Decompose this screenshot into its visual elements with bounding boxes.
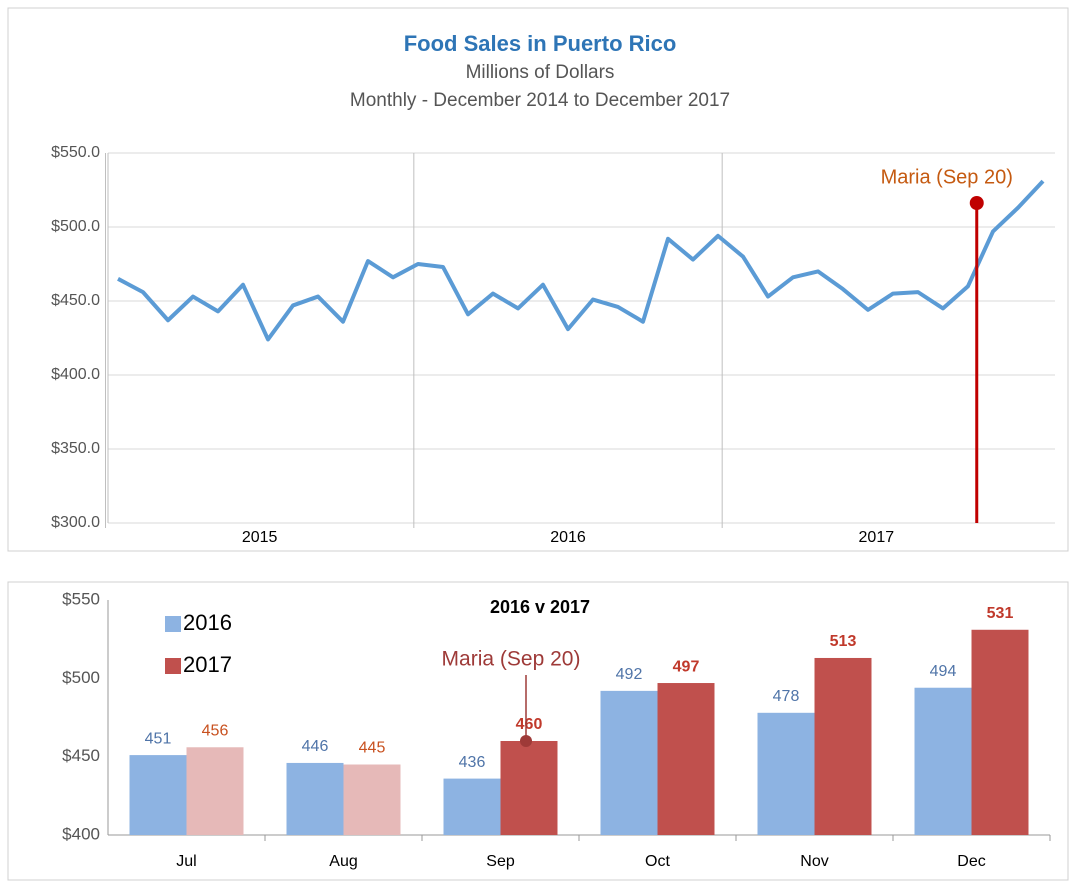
x-tick-label: Jul [176,853,196,870]
y-tick-label: $450 [62,746,100,765]
chart-title: 2016 v 2017 [490,597,590,617]
data-label: 445 [359,740,386,757]
x-group-label: 2016 [550,529,586,546]
annotation-text: Maria (Sep 20) [442,648,581,671]
data-label: 456 [202,722,229,739]
bar [129,755,187,835]
x-tick-label: Sep [486,853,515,870]
data-label: 513 [830,633,857,650]
legend-swatch [165,658,181,674]
annotation-dot [520,735,532,747]
y-tick-label: $550.0 [51,144,100,161]
bar [443,778,501,835]
bar [500,741,558,835]
y-tick-label: $450.0 [51,292,100,309]
legend-label: 2016 [183,610,232,635]
y-tick-label: $400.0 [51,366,100,383]
data-label: 478 [773,688,800,705]
chart-subtitle: Monthly - December 2014 to December 2017 [350,90,730,111]
bar [186,747,244,835]
legend-label: 2017 [183,652,232,677]
bar [657,683,715,835]
chart-title: Food Sales in Puerto Rico [404,31,677,56]
x-tick-label: Dec [957,853,985,870]
data-label: 436 [459,754,486,771]
annotation-dot [969,196,984,210]
legend-swatch [165,616,181,632]
data-label: 451 [145,730,172,747]
data-label: 494 [930,663,957,680]
bar [971,629,1029,835]
y-tick-label: $550 [62,589,100,608]
chart-subtitle: Millions of Dollars [466,62,615,83]
bar [600,690,658,835]
data-label: 460 [516,716,543,733]
x-tick-label: Oct [645,853,670,870]
annotation-text: Maria (Sep 20) [881,166,1013,188]
x-group-label: 2017 [859,529,895,546]
bar [343,764,401,835]
data-label: 497 [673,658,700,675]
bar [757,712,815,835]
data-label: 492 [616,666,643,683]
y-tick-label: $400 [62,824,100,843]
y-tick-label: $300.0 [51,514,100,531]
y-tick-label: $500 [62,668,100,687]
y-tick-label: $350.0 [51,440,100,457]
bar [914,687,972,835]
chart-frame [7,7,1069,552]
line-series [117,179,1045,342]
x-tick-label: Nov [800,853,828,870]
bar [286,762,344,835]
bar [814,657,872,835]
data-label: 531 [987,605,1014,622]
y-tick-label: $500.0 [51,218,100,235]
data-label: 446 [302,738,329,755]
x-tick-label: Aug [329,853,357,870]
x-group-label: 2015 [242,529,278,546]
